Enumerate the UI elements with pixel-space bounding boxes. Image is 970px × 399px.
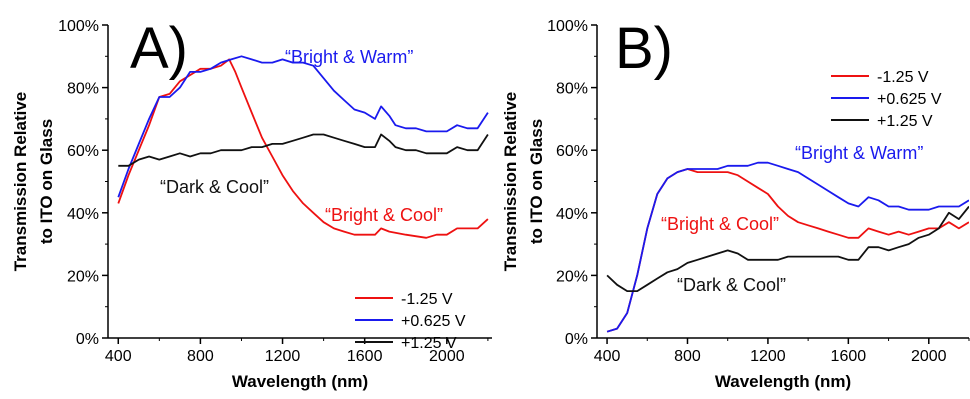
- annotation-label: “Bright & Warm”: [285, 47, 413, 67]
- panel-label: A): [130, 16, 188, 81]
- y-axis-title-line-2: to ITO on Glass: [527, 119, 546, 244]
- x-tick-label: 1600: [831, 348, 867, 365]
- y-tick-label: 0%: [76, 331, 99, 348]
- x-tick-label: 800: [187, 348, 214, 365]
- series-line-1: [607, 163, 969, 332]
- x-tick-label: 2000: [911, 348, 947, 365]
- y-tick-label: 60%: [556, 143, 588, 160]
- annotation-label: “Dark & Cool”: [677, 275, 786, 295]
- legend-label: -1.25 V: [877, 69, 929, 86]
- y-axis-title-line-1: Transmission Relative: [501, 92, 520, 272]
- y-tick-label: 60%: [67, 143, 99, 160]
- legend-label: +0.625 V: [401, 313, 466, 330]
- x-tick-label: 1200: [750, 348, 786, 365]
- y-tick-label: 100%: [547, 18, 588, 35]
- x-tick-label: 400: [594, 348, 621, 365]
- x-tick-label: 1600: [347, 348, 383, 365]
- x-tick-label: 1200: [265, 348, 301, 365]
- y-tick-label: 80%: [67, 81, 99, 98]
- y-tick-label: 0%: [565, 331, 588, 348]
- legend-label: +0.625 V: [877, 91, 942, 108]
- y-tick-label: 40%: [67, 206, 99, 223]
- y-tick-label: 80%: [556, 81, 588, 98]
- y-axis-title-line-2: to ITO on Glass: [37, 119, 56, 244]
- chart-panel-a: 0%20%40%60%80%100%400 800 1200 1600 2000Wave…: [11, 16, 492, 391]
- y-tick-label: 100%: [58, 18, 99, 35]
- series-line-0: [607, 169, 969, 332]
- chart-panel-b: 0% 20% 40% 60% 80% 100% 400 800 1200 1600 2000 Wave…: [501, 16, 969, 391]
- annotation-label: “Bright & Cool”: [325, 205, 443, 225]
- series-line-2: [118, 135, 488, 166]
- x-axis-title: Wavelength (nm): [715, 372, 851, 391]
- y-tick-label: 20%: [67, 268, 99, 285]
- y-tick-label: 20%: [556, 268, 588, 285]
- x-tick-label: 400: [105, 348, 132, 365]
- x-axis-title: Wavelength (nm): [232, 372, 368, 391]
- annotation-label: “Dark & Cool”: [160, 177, 269, 197]
- y-axis-title-line-1: Transmission Relative: [11, 92, 30, 272]
- legend-label: +1.25 V: [401, 335, 457, 352]
- y-tick-label: 40%: [556, 206, 588, 223]
- annotation-label: “Bright & Cool”: [661, 214, 779, 234]
- x-tick-label: 800: [674, 348, 701, 365]
- legend-label: -1.25 V: [401, 291, 453, 308]
- annotation-label: “Bright & Warm”: [795, 143, 923, 163]
- legend-label: +1.25 V: [877, 113, 933, 130]
- panel-label: B): [615, 16, 673, 81]
